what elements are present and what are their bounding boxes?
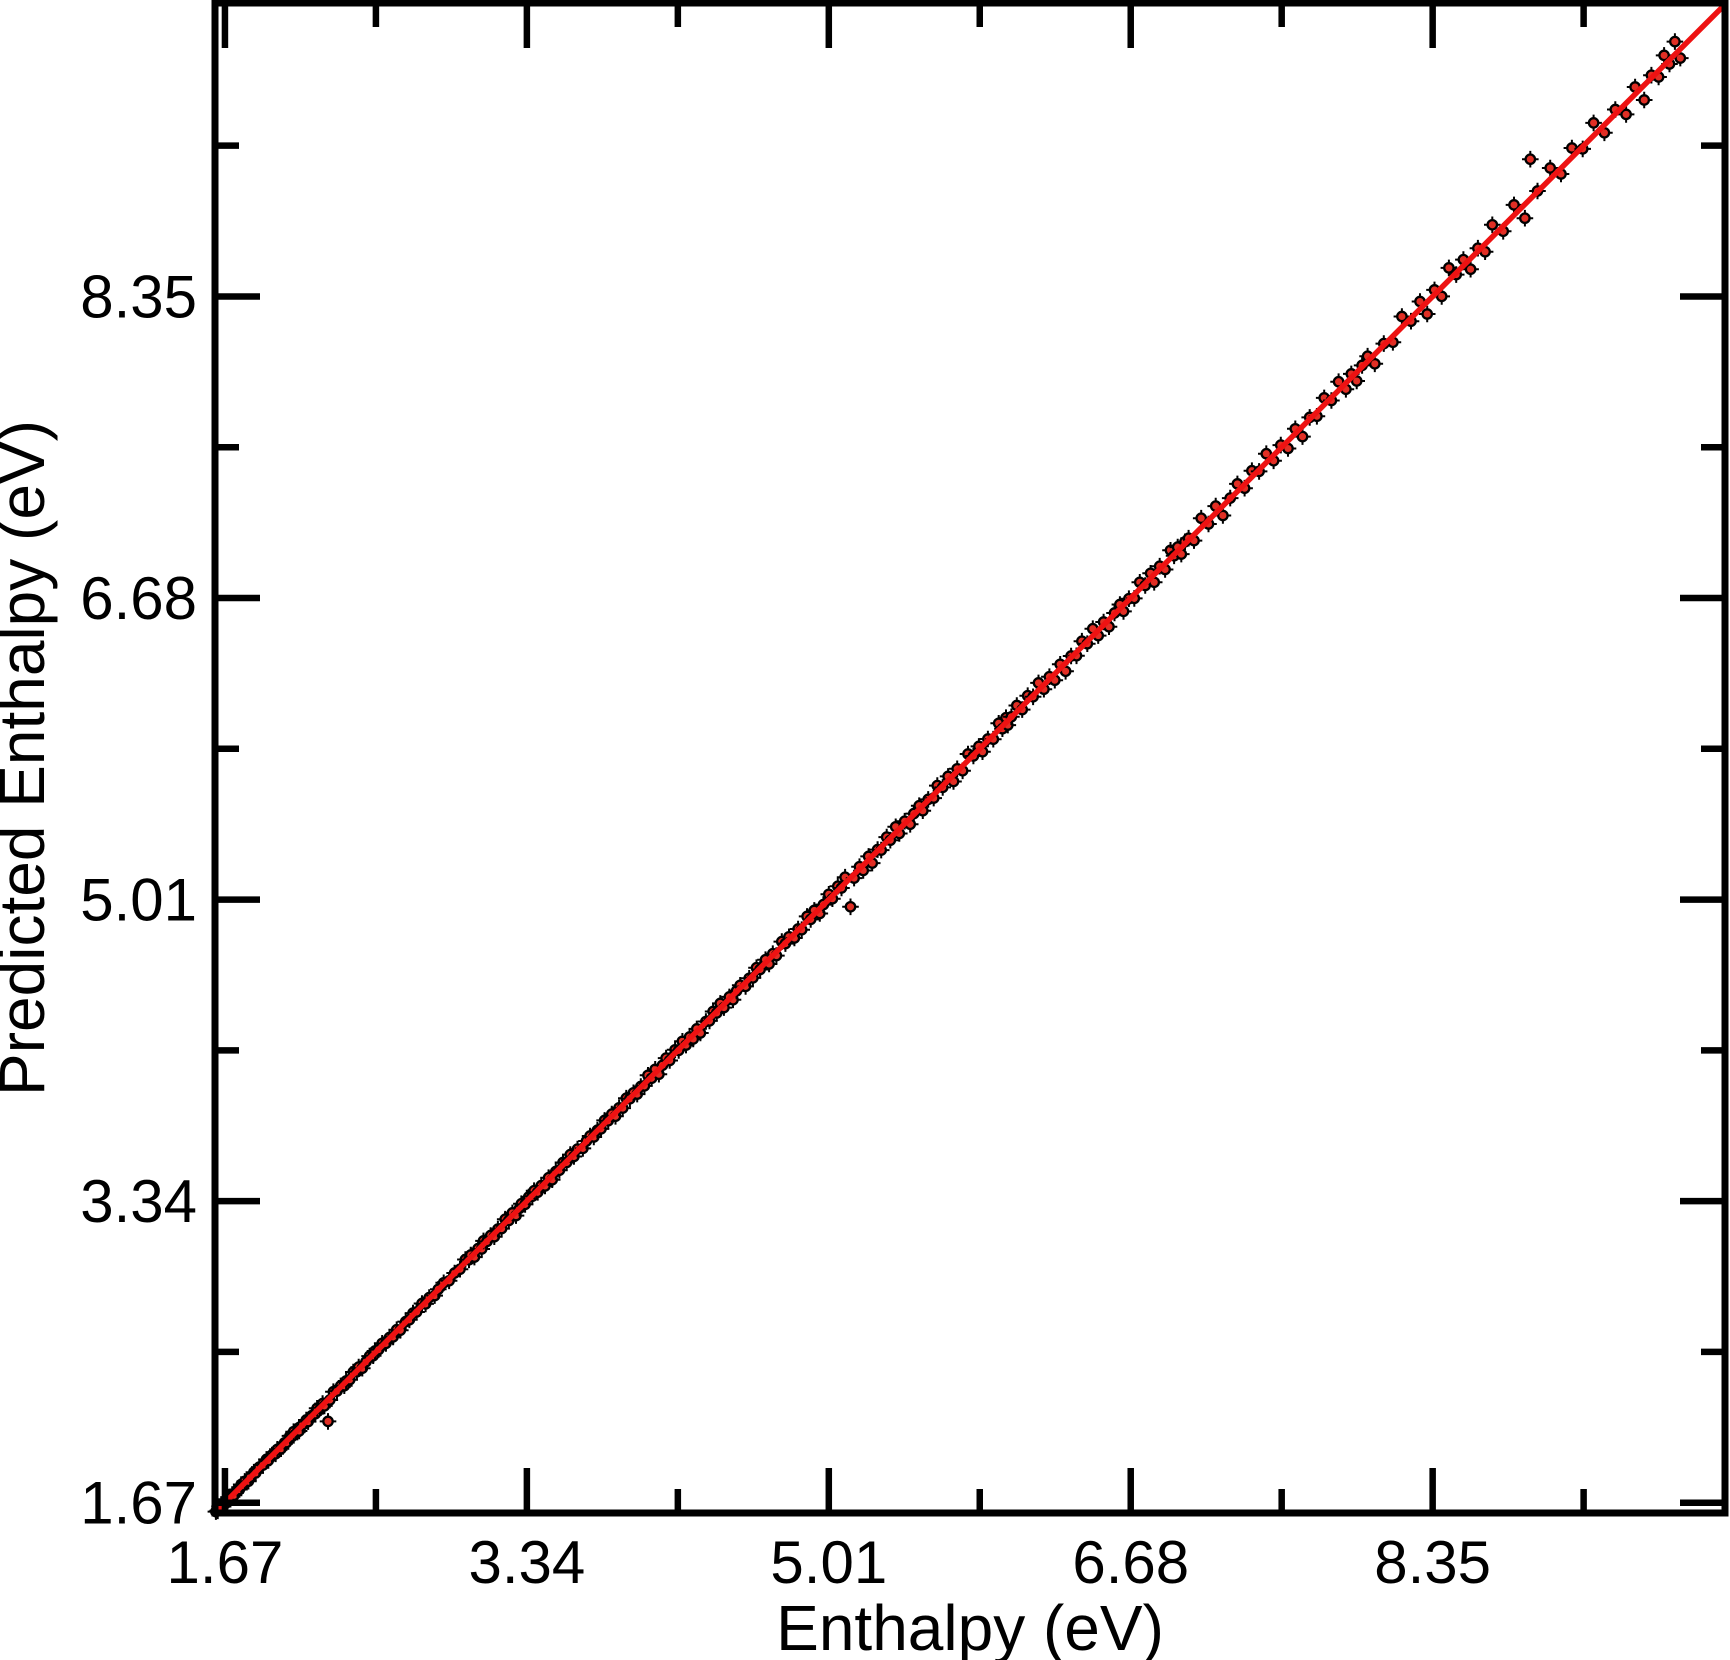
marker-circle	[1368, 357, 1381, 370]
marker-circle	[1658, 49, 1670, 62]
data-point	[1522, 150, 1539, 168]
marker-circle	[1638, 94, 1651, 106]
data-point	[1484, 216, 1501, 234]
data-point	[1433, 288, 1450, 305]
data-point	[1655, 47, 1673, 64]
y-tick-label: 6.68	[80, 565, 197, 632]
marker-circle	[1519, 212, 1531, 225]
marker-circle	[1669, 35, 1681, 48]
data-point	[1294, 428, 1311, 445]
y-tick-label: 3.34	[80, 1168, 197, 1235]
y-tick-label: 5.01	[80, 867, 197, 934]
marker-circle	[1296, 430, 1309, 443]
data-point	[319, 1413, 337, 1430]
marker-circle	[1195, 512, 1208, 525]
data-point	[842, 898, 859, 916]
x-axis-title: Enthalpy (eV)	[776, 1592, 1164, 1660]
data-point	[1516, 209, 1534, 227]
marker-circle	[1508, 199, 1520, 211]
marker-circle	[1524, 153, 1537, 166]
marker-circle	[1435, 290, 1448, 303]
data-point	[1541, 159, 1559, 177]
marker-circle	[322, 1415, 334, 1428]
data-point	[1585, 114, 1602, 132]
marker-circle	[1486, 218, 1499, 231]
plot-frame	[211, 0, 1729, 1517]
marker-circle	[1421, 308, 1434, 320]
x-tick-label: 3.34	[468, 1529, 585, 1596]
data-point	[1505, 196, 1523, 214]
marker-circle	[1350, 375, 1363, 387]
marker-circle	[1544, 162, 1557, 174]
data-point	[1617, 106, 1635, 123]
data-point	[1635, 91, 1653, 109]
data-point	[1440, 259, 1458, 277]
marker-circle	[1396, 310, 1408, 323]
x-tick-label: 6.68	[1072, 1529, 1189, 1596]
data-point	[1393, 308, 1411, 325]
x-tick-label: 5.01	[770, 1529, 887, 1596]
marker-circle	[1443, 262, 1455, 274]
data-point	[1366, 355, 1384, 373]
marker-circle	[1674, 52, 1687, 64]
marker-circle	[1587, 117, 1600, 129]
marker-circle	[1217, 509, 1229, 522]
x-tick-label: 8.35	[1374, 1529, 1491, 1596]
data-point	[1462, 260, 1479, 278]
marker-circle	[1332, 375, 1345, 388]
y-tick-label: 8.35	[80, 263, 197, 330]
identity-fit-line	[213, 2, 1727, 1515]
marker-circle	[1260, 447, 1273, 460]
y-tick-label: 1.67	[80, 1470, 197, 1537]
x-tick-label: 1.67	[167, 1529, 284, 1596]
marker-circle	[844, 900, 857, 913]
marker-circle	[1620, 108, 1632, 121]
data-point	[1214, 507, 1232, 524]
data-point	[1192, 509, 1210, 527]
data-point	[1418, 305, 1436, 323]
marker-circle	[1464, 263, 1477, 276]
axis-ticks	[215, 3, 1725, 1513]
tick-labels: 1.67 3.34 5.01 6.68 8.35 1.67 3.34 5.01 6.68 8.35	[80, 263, 1491, 1596]
data-point	[1666, 33, 1684, 50]
y-axis-title: Predicted Enthalpy (eV)	[0, 420, 58, 1096]
